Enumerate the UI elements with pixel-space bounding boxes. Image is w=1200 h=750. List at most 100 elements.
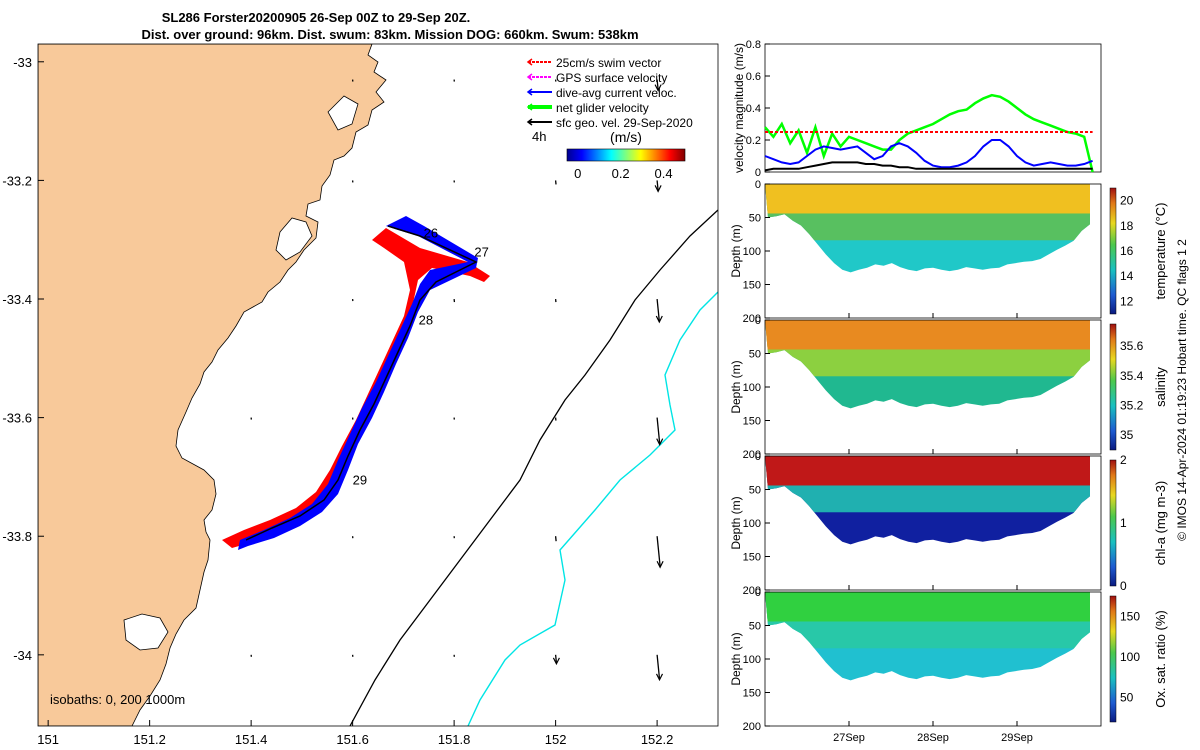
section-fill-surface bbox=[765, 184, 1090, 214]
map-ytick-label: -34 bbox=[13, 648, 32, 663]
section-ytick-label: 150 bbox=[743, 280, 761, 292]
velocity-series-line bbox=[764, 161, 1093, 172]
time-marker: 4h bbox=[532, 129, 546, 144]
map-ytick-label: -33.8 bbox=[2, 529, 32, 544]
section-fill-surface bbox=[765, 320, 1090, 350]
section-ytick-label: 0 bbox=[755, 315, 761, 327]
geo-arrow-head bbox=[654, 84, 662, 92]
section-xtick-label: 29Sep bbox=[1001, 732, 1033, 744]
velocity-plot-area bbox=[764, 43, 1102, 173]
geo-arrow-head bbox=[656, 560, 664, 569]
velocity-ytick-label: 0.8 bbox=[746, 39, 761, 51]
title-line-2: Dist. over ground: 96km. Dist. swum: 83k… bbox=[141, 27, 638, 42]
section-ylabel: Depth (m) bbox=[729, 632, 743, 685]
land bbox=[38, 44, 387, 726]
velocity-panel: 0 0.2 0.4 0.6 0.8 velocity magnitude (m/s) bbox=[732, 39, 1102, 179]
geo-arrow bbox=[554, 654, 558, 663]
lake bbox=[123, 613, 169, 651]
colorbar-tick: 0.2 bbox=[612, 166, 630, 181]
section-colorbar-tick: 20 bbox=[1120, 194, 1134, 208]
map-frame bbox=[37, 43, 719, 727]
legend-label: 25cm/s swim vector bbox=[556, 56, 661, 70]
section-colorbar-tick: 2 bbox=[1120, 453, 1127, 467]
geo-arrow-head bbox=[655, 673, 664, 682]
section-colorbar bbox=[1109, 187, 1117, 315]
map-xtick-label: 151.4 bbox=[235, 732, 268, 747]
footer-note: © IMOS 14-Apr-2024 01:19:23 Hobart time.… bbox=[1175, 239, 1189, 541]
lake bbox=[327, 95, 359, 131]
section-salinity: 0 50 100 150 200 Depth (m) 35 35.2 35.4 35.6 salin… bbox=[729, 315, 1168, 461]
colorbar-ticks: 0 0.2 0.4 bbox=[574, 166, 672, 181]
geo-arrow bbox=[656, 79, 659, 90]
map-xtick-label: 151.6 bbox=[336, 732, 369, 747]
colorbar-tick: 0.4 bbox=[655, 166, 673, 181]
section-colorbar-tick: 50 bbox=[1120, 691, 1134, 705]
section-ytick-label: 100 bbox=[743, 654, 761, 666]
legend-label: dive-avg current veloc. bbox=[556, 86, 677, 100]
legend-arrowhead bbox=[526, 118, 533, 126]
section-chl-a: 0 50 100 150 200 Depth (m) 0 1 2 chl-a (mg m-3) bbox=[729, 451, 1168, 597]
section-temperature: 0 50 100 150 200 Depth (m) 12 14 16 18 20 temperatu… bbox=[729, 179, 1168, 325]
section-ytick-label: 100 bbox=[743, 518, 761, 530]
section-ylabel: Depth (m) bbox=[729, 360, 743, 413]
section-colorbar-label: chl-a (mg m-3) bbox=[1153, 481, 1168, 566]
map-ytick-label: -33 bbox=[13, 55, 32, 70]
geo-arrow-head bbox=[552, 657, 560, 666]
velocity-ytick-label: 0.6 bbox=[746, 71, 761, 83]
legend-label: sfc geo. vel. 29-Sep-2020 bbox=[556, 116, 693, 130]
section-colorbar-tick: 100 bbox=[1120, 650, 1140, 664]
map-xtick-label: 151.8 bbox=[438, 732, 471, 747]
day-label: 28 bbox=[419, 313, 433, 328]
geo-arrow bbox=[656, 536, 661, 567]
section-ytick-label: 50 bbox=[749, 485, 761, 497]
map-xtick-label: 151.2 bbox=[133, 732, 166, 747]
section-ytick-label: 200 bbox=[743, 585, 761, 597]
geo-arrow bbox=[656, 298, 660, 322]
geo-arrow bbox=[656, 417, 661, 444]
isobath-label: isobaths: 0, 200 1000m bbox=[50, 692, 185, 707]
section-colorbar-label: temperature (°C) bbox=[1153, 203, 1168, 300]
section-colorbar-tick: 1 bbox=[1120, 516, 1127, 530]
isobath-1000m bbox=[467, 291, 718, 726]
section-colorbar bbox=[1109, 323, 1117, 451]
section-ytick-label: 100 bbox=[743, 382, 761, 394]
geo-arrow-head bbox=[654, 185, 662, 193]
section-ytick-label: 200 bbox=[743, 721, 761, 733]
velocity-ytick-label: 0 bbox=[755, 167, 761, 179]
geo-arrow bbox=[554, 536, 557, 542]
day-label: 26 bbox=[424, 225, 438, 240]
section-ytick-label: 0 bbox=[755, 179, 761, 191]
map-ytick-label: -33.4 bbox=[2, 292, 32, 307]
colorbar-label: (m/s) bbox=[610, 129, 642, 145]
legend-arrowhead bbox=[526, 58, 533, 66]
section-colorbar-tick: 18 bbox=[1120, 219, 1134, 233]
section-fill-surface bbox=[765, 592, 1090, 622]
section-colorbar-tick: 35.4 bbox=[1120, 369, 1144, 383]
section-oxygen: 0 50 100 150 200 Depth (m) 50 100 150 Ox. sat. ra… bbox=[729, 587, 1168, 733]
velocity-series-line bbox=[764, 93, 1094, 173]
geo-arrow bbox=[656, 180, 659, 191]
day-label: 29 bbox=[353, 473, 367, 488]
velocity-ylabel: velocity magnitude (m/s) bbox=[732, 43, 746, 173]
section-colorbar-tick: 14 bbox=[1120, 269, 1134, 283]
section-colorbar bbox=[1109, 459, 1117, 587]
section-ytick-label: 150 bbox=[743, 416, 761, 428]
section-colorbar-label: Ox. sat. ratio (%) bbox=[1153, 610, 1168, 708]
section-ytick-label: 200 bbox=[743, 313, 761, 325]
colorbar-tick: 0 bbox=[574, 166, 581, 181]
legend-label: net glider velocity bbox=[556, 101, 649, 115]
section-ytick-label: 50 bbox=[749, 621, 761, 633]
speed-colorbar bbox=[566, 148, 686, 162]
section-ytick-label: 150 bbox=[743, 688, 761, 700]
isobath-200m bbox=[349, 209, 718, 726]
section-ytick-label: 100 bbox=[743, 246, 761, 258]
legend-arrowhead bbox=[526, 88, 533, 96]
map-xtick-label: 152.2 bbox=[641, 732, 674, 747]
section-colorbar-tick: 12 bbox=[1120, 294, 1134, 308]
section-colorbar-tick: 35 bbox=[1120, 428, 1134, 442]
section-ytick-label: 0 bbox=[755, 587, 761, 599]
velocity-series-line bbox=[764, 139, 1093, 169]
